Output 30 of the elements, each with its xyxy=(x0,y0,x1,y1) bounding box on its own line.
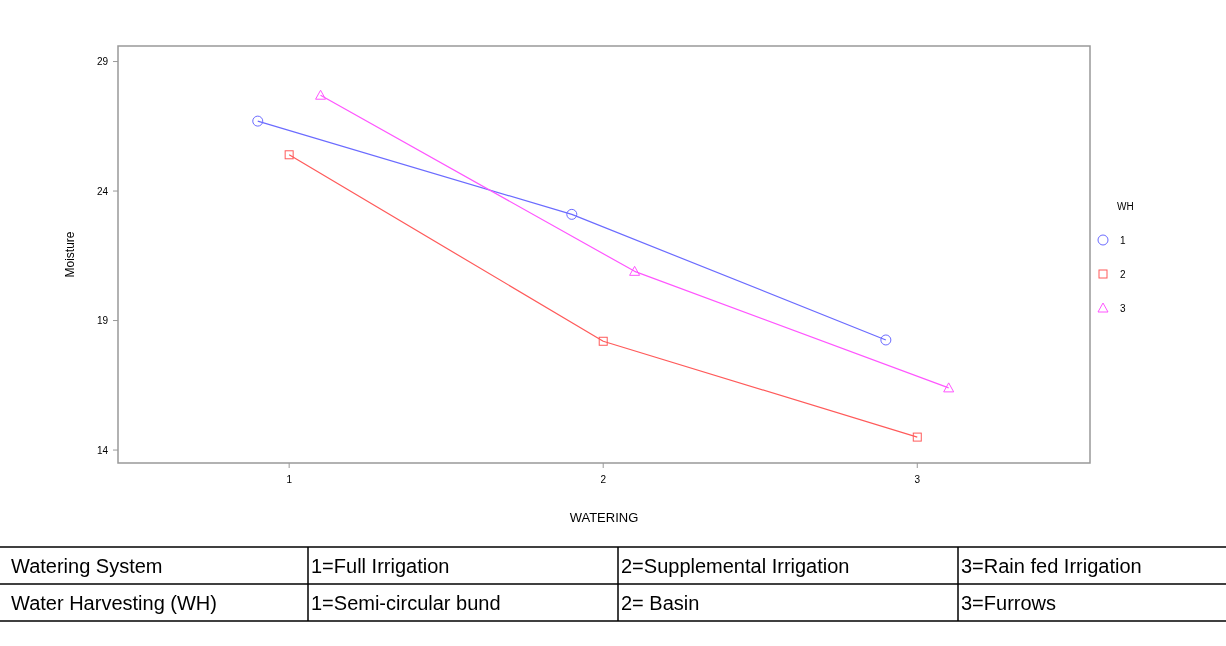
point xyxy=(943,382,955,393)
x-tick-label: 2 xyxy=(600,474,607,485)
text: 2= Basin xyxy=(621,591,700,614)
y-tick-label: 14 xyxy=(96,444,109,456)
point xyxy=(252,115,264,127)
legend-label: 3 xyxy=(1120,302,1126,314)
point xyxy=(598,336,608,346)
y-axis-title: Moisture xyxy=(63,231,77,278)
text: 2=Supplemental Irrigation xyxy=(621,554,850,577)
text: 1=Semi-circular bund xyxy=(311,591,501,614)
point xyxy=(880,334,892,346)
text: 3=Rain fed Irrigation xyxy=(961,554,1142,577)
text: Watering System xyxy=(11,554,163,577)
legend-label: 1 xyxy=(1120,234,1126,246)
text: 1=Full Irrigation xyxy=(311,554,450,577)
point xyxy=(566,208,578,220)
x-axis-title: WATERING xyxy=(569,510,639,525)
text: Water Harvesting (WH) xyxy=(11,591,217,614)
point xyxy=(629,265,641,276)
legend-label: 2 xyxy=(1120,268,1126,280)
y-tick-label: 19 xyxy=(96,315,109,327)
point xyxy=(315,89,327,100)
legend-title: WH xyxy=(1117,201,1134,212)
y-tick-label: 24 xyxy=(96,185,109,197)
y-tick-label: 29 xyxy=(96,56,109,68)
text: 3=Furrows xyxy=(961,591,1057,614)
x-tick-label: 1 xyxy=(286,474,293,485)
x-tick-label: 3 xyxy=(914,474,921,485)
point xyxy=(284,150,294,160)
point xyxy=(912,432,922,442)
